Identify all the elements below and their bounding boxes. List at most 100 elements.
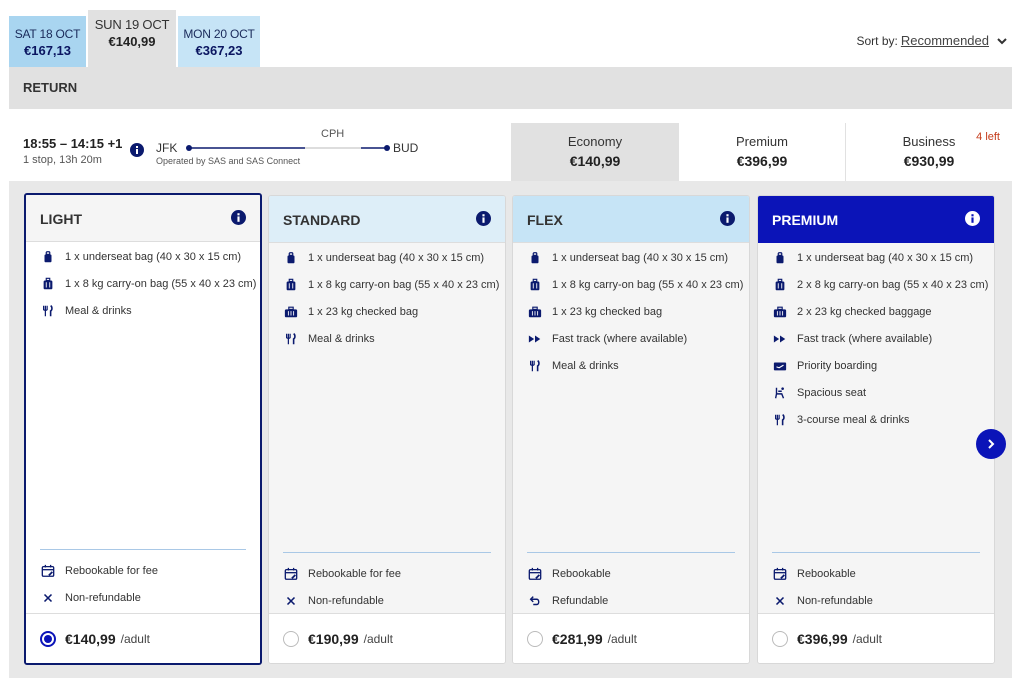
fare-title: PREMIUM — [758, 196, 994, 243]
date-tab-day: SUN 19 OCT — [94, 17, 170, 32]
carry-on-icon — [775, 278, 785, 290]
fare-condition: Rebookable for fee — [269, 560, 505, 587]
flight-info[interactable]: 18:55 – 14:15 +1 1 stop, 13h 20m JFK CPH… — [9, 123, 511, 181]
fare-feature: 1 x underseat bag (40 x 30 x 15 cm) — [758, 244, 994, 271]
cabin-price: €140,99 — [569, 153, 621, 169]
fare-feature-text: 1 x 23 kg checked bag — [552, 305, 663, 318]
fare-name: PREMIUM — [772, 212, 839, 228]
divider — [527, 552, 735, 553]
sort-control: Sort by: Recommended — [856, 33, 1008, 48]
fare-feature: 3-course meal & drinks — [758, 406, 994, 433]
chevron-down-icon[interactable] — [996, 35, 1008, 47]
cabin-price: €396,99 — [736, 153, 788, 169]
cross-icon — [286, 596, 296, 605]
fare-feature: 1 x 8 kg carry-on bag (55 x 40 x 23 cm) — [26, 270, 260, 297]
flight-row: 18:55 – 14:15 +1 1 stop, 13h 20m JFK CPH… — [9, 123, 1012, 181]
fare-feature-text: Meal & drinks — [308, 332, 375, 345]
fare-feature: 1 x underseat bag (40 x 30 x 15 cm) — [269, 244, 505, 271]
rebook-icon — [528, 567, 542, 580]
fare-feature: Meal & drinks — [513, 352, 749, 379]
date-tabs: SAT 18 OCT €167,13 SUN 19 OCT €140,99 MO… — [9, 10, 260, 67]
fare-feature-text: 1 x 8 kg carry-on bag (55 x 40 x 23 cm) — [552, 278, 744, 291]
info-icon[interactable] — [231, 210, 246, 225]
route-line-icon — [186, 145, 390, 151]
fare-price-unit: /adult — [120, 631, 150, 646]
boarding-pass-icon — [773, 362, 787, 370]
cabin-premium[interactable]: Premium €396,99 — [678, 123, 845, 181]
chevron-right-icon — [988, 439, 995, 449]
sort-label: Sort by: — [856, 33, 898, 48]
fare-feature-text: 1 x underseat bag (40 x 30 x 15 cm) — [308, 251, 485, 264]
fast-track-icon — [528, 335, 541, 342]
fare-radio[interactable] — [527, 630, 543, 647]
fare-feature: 1 x 8 kg carry-on bag (55 x 40 x 23 cm) — [513, 271, 749, 298]
fare-feature-text: Meal & drinks — [65, 304, 132, 317]
cabin-business[interactable]: 4 left Business €930,99 — [845, 123, 1012, 181]
date-tab-sat-18-oct[interactable]: SAT 18 OCT €167,13 — [9, 16, 86, 67]
fare-feature-text: Priority boarding — [797, 359, 878, 372]
fare-feature: Meal & drinks — [26, 297, 260, 324]
fare-conditions: Rebookable Refundable — [513, 560, 749, 614]
carry-on-icon — [530, 278, 540, 290]
fare-name: LIGHT — [40, 211, 82, 227]
fare-select-row[interactable]: €396,99/adult — [758, 613, 994, 663]
fare-condition: Rebookable for fee — [26, 557, 260, 584]
fare-feature-text: 1 x underseat bag (40 x 30 x 15 cm) — [552, 251, 729, 264]
fare-condition: Refundable — [513, 587, 749, 614]
divider — [40, 549, 246, 550]
fare-price: €190,99 — [308, 630, 359, 647]
meal-icon — [43, 304, 53, 316]
cabin-name: Premium — [735, 134, 788, 149]
fare-features: 1 x underseat bag (40 x 30 x 15 cm) 1 x 8… — [513, 243, 749, 379]
date-tab-day: MON 20 OCT — [183, 27, 255, 41]
info-icon[interactable] — [476, 211, 491, 226]
fare-card-flex[interactable]: FLEX 1 x underseat bag (40 x 30 x 15 cm) 1… — [512, 195, 750, 664]
fare-select-row[interactable]: €281,99/adult — [513, 613, 749, 663]
cabin-name: Economy — [567, 134, 623, 149]
date-tab-price: €140,99 — [108, 34, 156, 49]
carry-on-icon — [286, 278, 296, 290]
seat-icon — [774, 386, 785, 399]
fare-condition: Rebookable — [513, 560, 749, 587]
fare-select-row[interactable]: €190,99/adult — [269, 613, 505, 663]
fare-feature-text: Fast track (where available) — [797, 332, 933, 345]
fare-price: €281,99 — [552, 630, 603, 647]
next-fares-button[interactable] — [976, 429, 1006, 459]
fare-condition: Non-refundable — [26, 584, 260, 611]
fare-select-row[interactable]: €140,99/adult — [26, 613, 260, 663]
fare-card-premium[interactable]: PREMIUM 1 x underseat bag (40 x 30 x 15 c… — [757, 195, 995, 664]
checked-bag-icon — [528, 306, 542, 317]
fare-condition-text: Rebookable for fee — [65, 564, 158, 577]
fare-feature-text: Spacious seat — [797, 386, 867, 399]
fare-conditions: Rebookable Non-refundable — [758, 560, 994, 614]
date-tab-mon-20-oct[interactable]: MON 20 OCT €367,23 — [178, 16, 260, 67]
fare-title: STANDARD — [269, 196, 505, 243]
meal-icon — [775, 413, 785, 425]
info-icon[interactable] — [130, 143, 144, 157]
fare-feature: Fast track (where available) — [513, 325, 749, 352]
fare-card-light[interactable]: LIGHT 1 x underseat bag (40 x 30 x 15 cm)… — [24, 193, 262, 665]
operator-note: Operated by SAS and SAS Connect — [156, 156, 301, 166]
date-tab-day: SAT 18 OCT — [14, 27, 81, 41]
divider — [772, 552, 980, 553]
date-tab-sun-19-oct[interactable]: SUN 19 OCT €140,99 — [88, 10, 176, 67]
fare-features: 1 x underseat bag (40 x 30 x 15 cm) 1 x 8… — [269, 243, 505, 352]
fare-condition: Non-refundable — [758, 587, 994, 614]
fare-feature: Meal & drinks — [269, 325, 505, 352]
cabin-economy[interactable]: Economy €140,99 — [511, 123, 678, 181]
fast-track-icon — [773, 335, 786, 342]
bag-icon — [531, 251, 539, 263]
fare-card-standard[interactable]: STANDARD 1 x underseat bag (40 x 30 x 15 … — [268, 195, 506, 664]
sort-select[interactable]: Recommended — [900, 33, 989, 48]
fare-radio[interactable] — [40, 630, 56, 647]
fare-radio[interactable] — [772, 630, 788, 647]
rebook-icon — [41, 564, 55, 577]
fare-feature-text: 2 x 8 kg carry-on bag (55 x 40 x 23 cm) — [797, 278, 989, 291]
info-icon[interactable] — [720, 211, 735, 226]
fare-price: €140,99 — [65, 630, 116, 647]
fare-radio[interactable] — [283, 630, 299, 647]
fare-name: FLEX — [527, 212, 563, 228]
checked-bag-icon — [284, 306, 298, 317]
fare-feature: Priority boarding — [758, 352, 994, 379]
info-icon[interactable] — [965, 211, 980, 226]
